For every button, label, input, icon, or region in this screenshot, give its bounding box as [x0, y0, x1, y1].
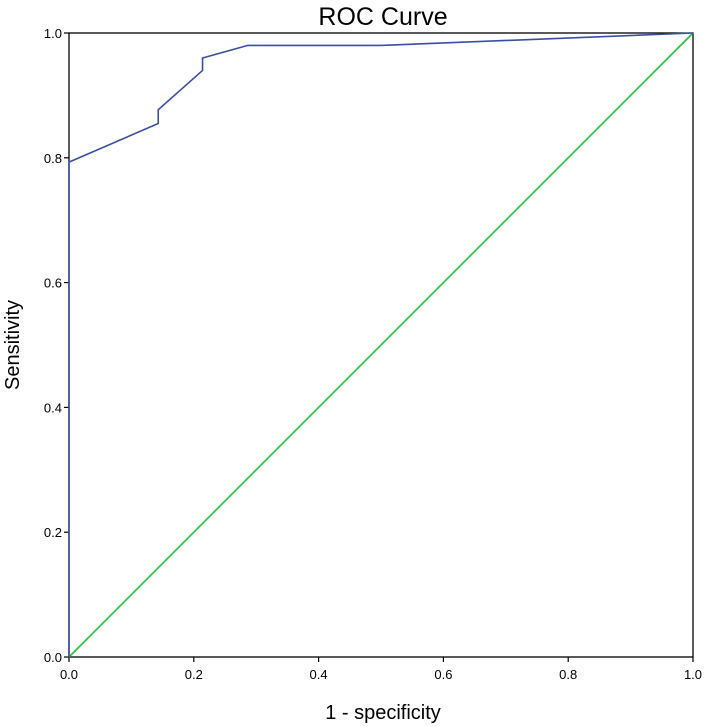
y-tick-label: 0.4 [44, 400, 62, 415]
x-tick-label: 0.8 [559, 667, 577, 682]
x-axis-title: 1 - specificity [325, 702, 441, 724]
chart-title: ROC Curve [318, 3, 447, 31]
x-tick-label: 1.0 [684, 667, 702, 682]
y-tick-label: 1.0 [44, 26, 62, 41]
x-tick-label: 0.4 [310, 667, 328, 682]
x-axis: 0.0 0.2 0.4 0.6 0.8 1.0 [60, 657, 702, 682]
y-axis: 0.0 0.2 0.4 0.6 0.8 1.0 [44, 26, 69, 665]
roc-curve-line [68, 32, 694, 657]
y-axis-title: Sensitivity [2, 300, 24, 390]
y-tick-label: 0.0 [44, 650, 62, 665]
reference-line [68, 32, 694, 658]
y-tick-label: 0.2 [44, 525, 62, 540]
x-tick-label: 0.6 [434, 667, 452, 682]
series-layer [68, 32, 694, 658]
x-tick-label: 0.2 [185, 667, 203, 682]
x-tick-label: 0.0 [60, 667, 78, 682]
y-tick-label: 0.6 [44, 276, 62, 291]
y-tick-label: 0.8 [44, 151, 62, 166]
